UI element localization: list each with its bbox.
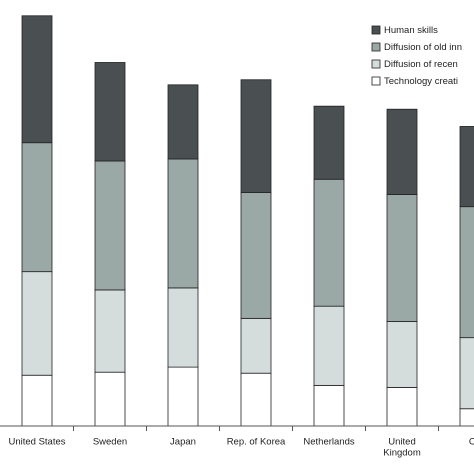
bar-netherlands-technology-creati xyxy=(313,384,345,427)
bar-ca-diffusion-of-old-inn xyxy=(459,206,474,339)
bar-japan-human-skills xyxy=(167,84,199,160)
bar-united-kingdom-technology-creati xyxy=(386,387,418,427)
bar-ca-technology-creati xyxy=(459,408,474,427)
x-tick-label-united-states: United States xyxy=(8,437,65,448)
bar-united-kingdom-diffusion-of-recen xyxy=(386,321,418,388)
legend-swatch-technology-creati xyxy=(371,76,381,86)
x-tick-label-rep-of-korea: Rep. of Korea xyxy=(227,437,286,448)
legend: Human skills Diffusion of old inn Diffusio… xyxy=(371,25,462,87)
x-tick-label-netherlands: Netherlands xyxy=(303,437,354,448)
bar-japan-diffusion-of-recen xyxy=(167,287,199,368)
x-tick-label-sweden: Sweden xyxy=(93,437,127,448)
bar-united-states-technology-creati xyxy=(21,374,53,427)
legend-label-technology-creati: Technology creati xyxy=(384,76,458,87)
bar-ca-diffusion-of-recen xyxy=(459,337,474,410)
bar-united-states-human-skills xyxy=(21,15,53,144)
bar-japan-technology-creati xyxy=(167,366,199,427)
legend-swatch-human-skills xyxy=(371,25,381,35)
bar-japan-diffusion-of-old-inn xyxy=(167,158,199,289)
legend-label-diffusion-of-old-inn: Diffusion of old inn xyxy=(384,42,462,53)
bar-netherlands-human-skills xyxy=(313,105,345,180)
bars-layer xyxy=(21,15,474,427)
bar-ca-human-skills xyxy=(459,126,474,208)
bar-united-kingdom-diffusion-of-old-inn xyxy=(386,194,418,322)
legend-label-diffusion-of-recen: Diffusion of recen xyxy=(384,59,458,70)
bar-netherlands-diffusion-of-old-inn xyxy=(313,178,345,307)
bar-netherlands-diffusion-of-recen xyxy=(313,305,345,386)
x-tick-labels: United States Sweden Japan Rep. of Korea Net… xyxy=(8,437,474,459)
bar-sweden-technology-creati xyxy=(94,371,126,427)
bar-sweden-diffusion-of-old-inn xyxy=(94,160,126,291)
x-tick-label-japan: Japan xyxy=(170,437,196,448)
bar-sweden-human-skills xyxy=(94,62,126,162)
bar-sweden-diffusion-of-recen xyxy=(94,289,126,373)
bar-rep-of-korea-diffusion-of-recen xyxy=(240,317,272,374)
x-tick-marks xyxy=(73,426,439,431)
bar-united-states-diffusion-of-recen xyxy=(21,271,53,376)
bar-rep-of-korea-diffusion-of-old-inn xyxy=(240,192,272,319)
legend-swatch-diffusion-of-old-inn xyxy=(371,42,381,52)
legend-label-human-skills: Human skills xyxy=(384,25,438,36)
x-tick-label-united-kingdom: United Kingdom xyxy=(383,437,421,459)
legend-swatch-diffusion-of-recen xyxy=(371,59,381,69)
bar-rep-of-korea-human-skills xyxy=(240,79,272,193)
bar-united-kingdom-human-skills xyxy=(386,108,418,195)
x-tick-label-ca: Ca xyxy=(469,437,474,448)
bar-rep-of-korea-technology-creati xyxy=(240,372,272,427)
bar-united-states-diffusion-of-old-inn xyxy=(21,142,53,273)
